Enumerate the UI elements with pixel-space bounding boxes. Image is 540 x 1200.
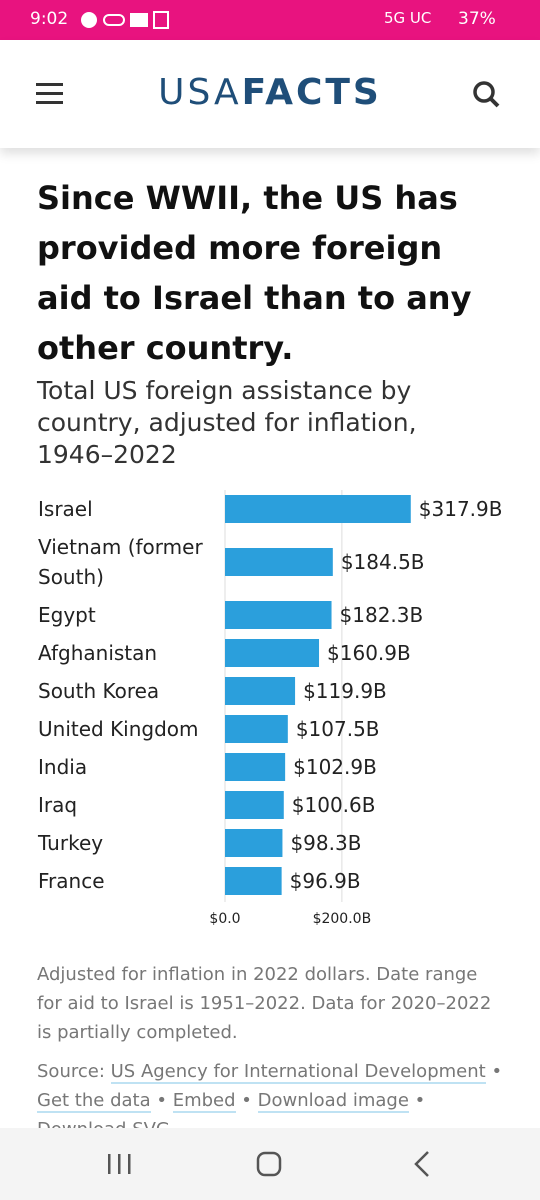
- search-button[interactable]: [472, 80, 502, 110]
- separator: •: [491, 1061, 503, 1082]
- category-label: Iraq: [38, 793, 78, 817]
- value-label: $317.9B: [419, 497, 503, 521]
- bar: [225, 495, 411, 523]
- category-label: Egypt: [38, 603, 96, 627]
- bar: [225, 601, 332, 629]
- value-label: $184.5B: [341, 550, 425, 574]
- home-button[interactable]: [256, 1151, 282, 1177]
- bar: [225, 548, 333, 576]
- value-label: $160.9B: [327, 641, 411, 665]
- bar: [225, 829, 283, 857]
- value-label: $182.3B: [340, 603, 424, 627]
- chart-subtitle: Total US foreign assistance by country, …: [37, 376, 417, 469]
- value-label: $96.9B: [290, 869, 361, 893]
- source-label: Source:: [37, 1061, 105, 1082]
- category-label: South Korea: [38, 679, 160, 703]
- separator: •: [414, 1090, 426, 1111]
- chart-note: Adjusted for inflation in 2022 dollars. …: [37, 964, 492, 1043]
- category-label: France: [38, 869, 105, 893]
- chart: $0.0 $200.0B $317.9B $184.5B $182.3B $160.9B $…: [209, 490, 503, 927]
- source-link[interactable]: Embed: [172, 1090, 236, 1113]
- nav-bar: [0, 1128, 540, 1200]
- bar: [225, 677, 296, 705]
- source-link[interactable]: Get the data: [37, 1090, 151, 1113]
- logo-light: USA: [158, 72, 242, 113]
- chart-title: Since WWII, the US has provided more for…: [37, 179, 472, 367]
- menu-button[interactable]: [36, 82, 64, 106]
- value-label: $102.9B: [293, 755, 377, 779]
- bar: [225, 867, 282, 895]
- header: USAFACTS: [0, 40, 540, 148]
- value-label: $100.6B: [292, 793, 376, 817]
- x-tick-label: $200.0B: [313, 911, 372, 927]
- bar: [225, 753, 286, 781]
- source-link[interactable]: US Agency for International Development: [110, 1061, 486, 1084]
- x-tick-label: $0.0: [209, 911, 240, 927]
- chart-area: $0.0 $200.0B $317.9B $184.5B $182.3B $160.9B $…: [0, 490, 540, 935]
- bar: [225, 639, 320, 667]
- status-bar: 9:02 5G UC 37%: [0, 0, 540, 40]
- logo-bold: FACTS: [241, 72, 382, 113]
- category-label: Vietnam (former South): [38, 535, 203, 589]
- value-label: $119.9B: [303, 679, 387, 703]
- separator: •: [156, 1090, 167, 1111]
- category-label: Israel: [38, 497, 93, 521]
- logo[interactable]: USAFACTS: [0, 72, 540, 113]
- back-button[interactable]: [414, 1151, 429, 1177]
- source: Source: US Agency for International Deve…: [37, 1057, 507, 1144]
- notification-icons: [81, 11, 169, 29]
- network: 5G UC: [384, 9, 432, 27]
- separator: •: [241, 1090, 252, 1111]
- value-label: $98.3B: [290, 831, 361, 855]
- bar: [225, 791, 284, 819]
- category-label: United Kingdom: [38, 717, 199, 741]
- category-label: Turkey: [38, 831, 104, 855]
- source-link[interactable]: Download image: [257, 1090, 409, 1113]
- category-label: India: [38, 755, 88, 779]
- time: 9:02: [30, 9, 69, 29]
- battery: 37%: [458, 9, 496, 29]
- category-label: Afghanistan: [38, 641, 158, 665]
- nav-icons: [108, 1151, 429, 1177]
- bar: [225, 715, 288, 743]
- recent-apps-button[interactable]: [108, 1154, 131, 1174]
- value-label: $107.5B: [296, 717, 380, 741]
